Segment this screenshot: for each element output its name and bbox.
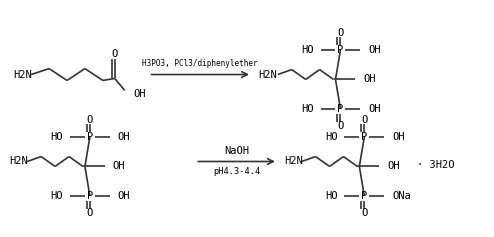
Text: O: O xyxy=(361,115,368,125)
Text: HO: HO xyxy=(325,191,337,201)
Text: P: P xyxy=(337,104,344,114)
Text: OH: OH xyxy=(369,104,381,114)
Text: H2N: H2N xyxy=(13,69,32,80)
Text: HO: HO xyxy=(50,132,63,142)
Text: pH4.3-4.4: pH4.3-4.4 xyxy=(213,167,260,176)
Text: OH: OH xyxy=(392,132,405,142)
Text: NaOH: NaOH xyxy=(224,146,249,156)
Text: P: P xyxy=(87,132,93,142)
Text: P: P xyxy=(337,45,344,55)
Text: P: P xyxy=(361,132,368,142)
Text: P: P xyxy=(361,191,368,201)
Text: O: O xyxy=(87,115,93,125)
Text: O: O xyxy=(87,208,93,218)
Text: HO: HO xyxy=(301,45,314,55)
Text: O: O xyxy=(112,49,118,59)
Text: H2N: H2N xyxy=(258,69,277,80)
Text: OH: OH xyxy=(364,74,376,84)
Text: P: P xyxy=(87,191,93,201)
Text: O: O xyxy=(337,28,344,38)
Text: O: O xyxy=(337,121,344,131)
Text: ONa: ONa xyxy=(392,191,411,201)
Text: · 3H2O: · 3H2O xyxy=(417,160,454,170)
Text: OH: OH xyxy=(134,89,146,99)
Text: HO: HO xyxy=(301,104,314,114)
Text: O: O xyxy=(361,208,368,218)
Text: OH: OH xyxy=(113,161,125,171)
Text: H2N: H2N xyxy=(9,156,28,166)
Text: HO: HO xyxy=(325,132,337,142)
Text: OH: OH xyxy=(387,161,400,171)
Text: OH: OH xyxy=(369,45,381,55)
Text: H3PO3, PCl3/diphenylether: H3PO3, PCl3/diphenylether xyxy=(142,59,258,68)
Text: OH: OH xyxy=(118,132,130,142)
Text: HO: HO xyxy=(50,191,63,201)
Text: H2N: H2N xyxy=(284,156,302,166)
Text: OH: OH xyxy=(118,191,130,201)
